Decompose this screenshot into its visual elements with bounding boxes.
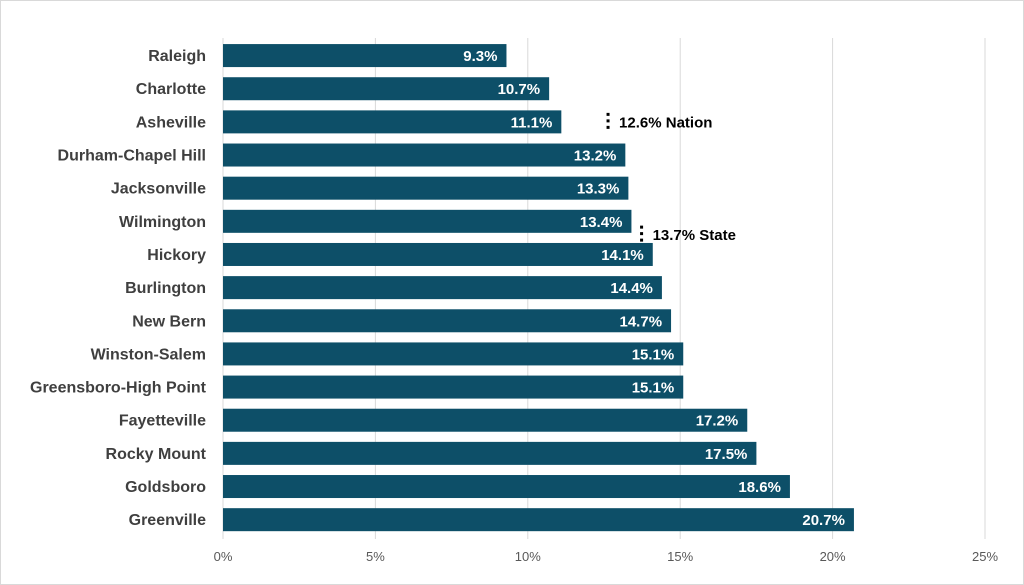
bar bbox=[223, 309, 672, 333]
x-tick-label: 5% bbox=[366, 549, 385, 564]
reference-label: 13.7% State bbox=[653, 227, 736, 244]
x-tick-label: 20% bbox=[820, 549, 846, 564]
bar-data-label: 13.3% bbox=[577, 181, 620, 198]
category-label: Rocky Mount bbox=[106, 446, 207, 463]
bar-data-label: 9.3% bbox=[463, 48, 497, 65]
bar bbox=[223, 508, 854, 532]
category-label: Burlington bbox=[125, 280, 206, 297]
x-tick-label: 25% bbox=[972, 549, 998, 564]
x-tick-label: 0% bbox=[214, 549, 233, 564]
category-label: New Bern bbox=[132, 313, 206, 330]
reference-label: 12.6% Nation bbox=[619, 114, 712, 131]
bar bbox=[223, 110, 562, 134]
category-label: Fayetteville bbox=[119, 413, 206, 430]
category-label: Hickory bbox=[147, 247, 206, 264]
bar-data-label: 14.1% bbox=[601, 247, 644, 264]
bar-data-label: 13.2% bbox=[574, 148, 617, 165]
category-label: Jacksonville bbox=[111, 181, 206, 198]
bar bbox=[223, 342, 684, 366]
bar bbox=[223, 441, 757, 465]
bar-data-label: 20.7% bbox=[802, 512, 845, 529]
category-label: Winston-Salem bbox=[91, 346, 206, 363]
bar bbox=[223, 475, 790, 499]
category-label: Raleigh bbox=[148, 48, 206, 65]
bar-data-label: 10.7% bbox=[498, 81, 541, 98]
bar bbox=[223, 209, 632, 233]
bar bbox=[223, 408, 748, 432]
bars: 9.3%10.7% 11.1% 13.2% 13.3% 13.4% 14.1% 14.4% 1… bbox=[223, 44, 854, 532]
bar bbox=[223, 143, 626, 167]
bar-data-label: 11.1% bbox=[511, 114, 553, 131]
category-label: Goldsboro bbox=[125, 479, 206, 496]
bar-data-label: 13.4% bbox=[580, 214, 623, 231]
reference-markers: 12.6% Nation 13.7% State bbox=[606, 112, 736, 245]
category-label: Durham-Chapel Hill bbox=[58, 148, 206, 165]
bar-data-label: 14.4% bbox=[610, 280, 653, 297]
category-labels: Raleigh Charlotte Asheville Durham-Chapel H… bbox=[30, 48, 207, 529]
x-tick-label: 15% bbox=[667, 549, 693, 564]
x-axis-ticks: 0% 5% 10% 15% 20% 25% bbox=[214, 549, 999, 564]
bar-data-label: 15.1% bbox=[632, 346, 675, 363]
category-label: Wilmington bbox=[119, 214, 206, 231]
category-label: Charlotte bbox=[136, 81, 206, 98]
bar bbox=[223, 242, 653, 266]
x-tick-label: 10% bbox=[515, 549, 541, 564]
category-label: Greensboro-High Point bbox=[30, 380, 207, 397]
bar bbox=[223, 276, 662, 300]
bar bbox=[223, 375, 684, 399]
bar-data-label: 18.6% bbox=[738, 479, 781, 496]
category-label: Greenville bbox=[129, 512, 206, 529]
bar-data-label: 15.1% bbox=[632, 380, 675, 397]
bar-data-label: 17.2% bbox=[696, 413, 739, 430]
bar-data-label: 17.5% bbox=[705, 446, 748, 463]
bar bbox=[223, 176, 629, 200]
bar bbox=[223, 77, 550, 101]
bar-data-label: 14.7% bbox=[620, 313, 663, 330]
category-label: Asheville bbox=[136, 114, 206, 131]
bar bbox=[223, 44, 507, 68]
